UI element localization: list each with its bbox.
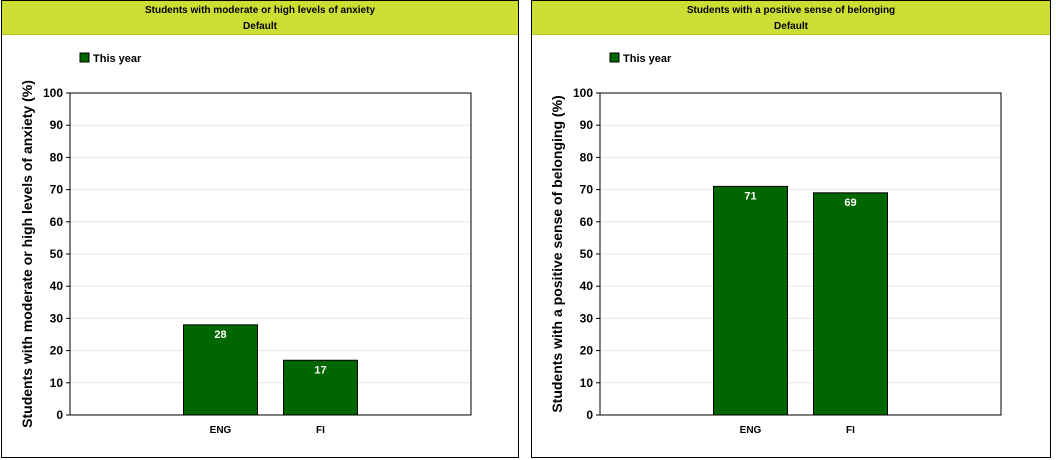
panel-header: Students with a positive sense of belong… [532,1,1050,35]
legend: This year [79,52,142,65]
panel-subtitle: Default [774,21,808,32]
bars: 71 69 [713,185,888,416]
x-tick-label: FI [316,425,325,436]
chart-panel-anxiety: Students with moderate or high levels of… [1,0,519,458]
bar-chart-anxiety: This year 0 10 20 30 40 50 60 70 80 90 100 Students … [19,52,472,436]
bar-value-label: 17 [314,364,326,376]
bar-value-label: 69 [844,197,856,209]
y-tick-label: 80 [50,150,64,164]
gridlines [70,124,471,384]
y-tick-label: 0 [586,408,593,422]
y-axis-title: Students with a positive sense of belong… [549,95,565,412]
y-tick-label: 70 [580,183,594,197]
y-axis: 0 10 20 30 40 50 60 70 80 90 100 [43,86,70,422]
bar [713,185,788,416]
y-axis-title: Students with moderate or high levels of… [19,80,35,428]
chart-panel-belonging: Students with a positive sense of belong… [531,0,1051,458]
y-tick-label: 100 [573,86,593,100]
bars: 28 17 [183,324,358,416]
y-tick-label: 20 [50,344,64,358]
panel-title: Students with moderate or high levels of… [144,5,376,16]
panel-subtitle: Default [243,21,277,32]
gridlines [600,124,1001,384]
bar-value-label: 28 [214,329,226,341]
y-tick-label: 40 [580,279,594,293]
y-tick-label: 10 [50,376,64,390]
y-tick-label: 90 [580,118,594,132]
y-tick-label: 50 [50,247,64,261]
x-tick-label: FI [846,425,855,436]
panel-header: Students with moderate or high levels of… [2,1,518,35]
y-tick-label: 30 [50,311,64,325]
bar [283,359,358,416]
legend-swatch [79,52,90,63]
y-tick-label: 80 [580,150,594,164]
y-tick-label: 40 [50,279,64,293]
y-tick-label: 60 [580,215,594,229]
y-tick-label: 70 [50,183,64,197]
x-tick-label: ENG [210,425,232,436]
y-tick-label: 100 [43,86,63,100]
y-tick-label: 50 [580,247,594,261]
y-axis: 0 10 20 30 40 50 60 70 80 90 100 [573,86,600,422]
bar [183,324,258,416]
bar [813,192,888,416]
y-tick-label: 60 [50,215,64,229]
y-tick-label: 20 [580,344,594,358]
x-tick-label: ENG [740,425,762,436]
bar-value-label: 71 [744,190,756,202]
legend-label: This year [93,53,142,65]
legend: This year [609,52,672,65]
legend-label: This year [623,53,672,65]
panel-title: Students with a positive sense of belong… [686,5,896,16]
bar-chart-belonging: This year 0 10 20 30 40 50 60 70 80 90 100 Students … [549,52,1002,436]
legend-swatch [609,52,620,63]
y-tick-label: 10 [580,376,594,390]
y-tick-label: 30 [580,311,594,325]
y-tick-label: 90 [50,118,64,132]
y-tick-label: 0 [56,408,63,422]
